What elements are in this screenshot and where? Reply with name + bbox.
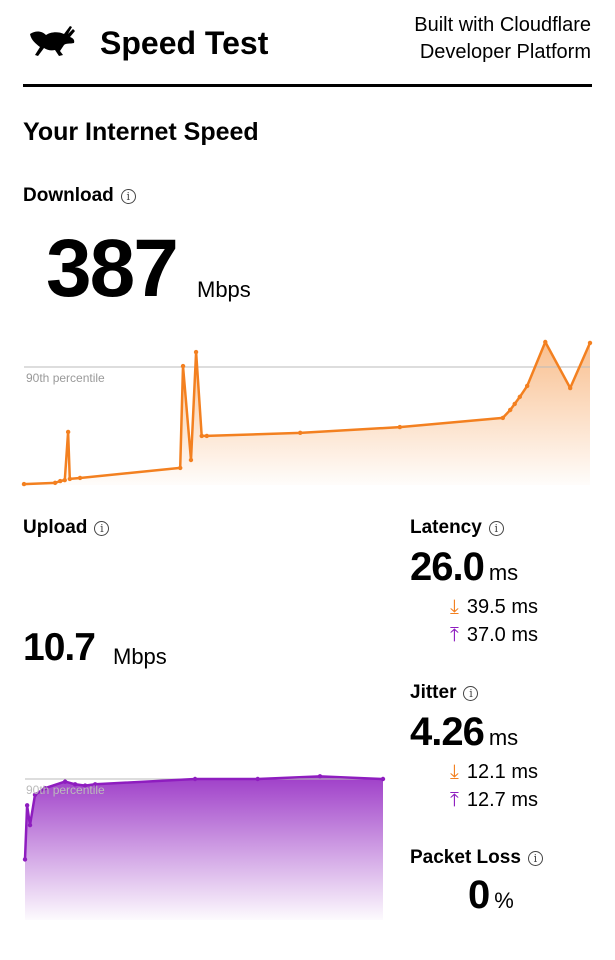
info-icon[interactable]: i (120, 189, 136, 204)
latency-unit: ms (488, 560, 519, 585)
download-chart-point (180, 363, 186, 369)
info-icon[interactable]: i (527, 851, 543, 866)
download-chart-point (204, 433, 210, 439)
info-icon[interactable]: i (463, 686, 479, 701)
download-chart-point (587, 340, 593, 346)
download-chart-point (77, 475, 83, 481)
packet-loss-label: Packet Loss (410, 847, 521, 868)
download-value: 387 (46, 223, 179, 314)
download-chart-point (65, 429, 71, 435)
upload-icon: ⤒ (450, 789, 459, 811)
download-percentile-label: 90th percentile (26, 371, 105, 385)
download-chart-point (62, 477, 67, 483)
download-chart-point (517, 394, 523, 400)
download-chart-point (199, 433, 204, 439)
download-chart-point (543, 339, 548, 345)
download-icon: ⤓ (450, 596, 459, 618)
download-chart-point (21, 481, 27, 487)
download-chart-area (24, 342, 590, 485)
built-with-link[interactable]: Built with Cloudflare Developer Platform (414, 12, 591, 66)
upload-chart-point (255, 776, 260, 782)
upload-chart-point (22, 857, 28, 862)
download-chart-point (512, 401, 517, 407)
upload-chart-point (317, 774, 323, 779)
latency-up: 37.0 ms (466, 624, 538, 646)
info-icon[interactable]: i (488, 521, 504, 536)
upload-chart-area (25, 776, 383, 920)
download-chart-point (58, 478, 63, 484)
download-label-text: Download (23, 185, 114, 206)
built-line-1: Built with Cloudflare (414, 14, 591, 36)
header-divider (23, 84, 592, 87)
download-chart-point (188, 457, 194, 463)
jitter-unit: ms (488, 725, 519, 750)
download-chart-point (298, 430, 303, 436)
jitter-label: Jitter (410, 682, 457, 703)
upload-chart-point (92, 782, 98, 787)
upload-chart-point (24, 803, 30, 808)
download-chart-point (397, 424, 403, 430)
latency-block: Latency i 26.0 ms ⤓ 39.5 ms ⤒ 37.0 ms (410, 517, 538, 647)
upload-unit: Mbps (113, 644, 167, 669)
built-line-2: Developer Platform (419, 41, 591, 63)
latency-value: 26.0 (410, 545, 485, 589)
upload-chart-point (380, 776, 386, 782)
app-title: Speed Test (100, 25, 269, 61)
download-icon: ⤓ (450, 761, 459, 783)
latency-label: Latency (410, 517, 482, 538)
upload-chart-point (27, 822, 33, 828)
jitter-down: 12.1 ms (466, 761, 538, 783)
rabbit-logo (30, 26, 75, 56)
info-icon[interactable]: i (94, 521, 110, 536)
packet-loss-value: 0 (468, 873, 490, 917)
download-chart-point (524, 383, 530, 389)
upload-chart-point (42, 786, 48, 791)
download-chart-point (567, 385, 573, 391)
download-chart-point (500, 415, 506, 421)
packet-loss-block: Packet Loss i 0% (410, 847, 543, 918)
upload-chart-point (72, 782, 78, 787)
upload-value: 10.7 (23, 626, 96, 669)
packet-loss-unit: % (494, 888, 514, 913)
upload-chart-point (62, 779, 68, 784)
latency-down: 39.5 ms (466, 596, 538, 618)
jitter-block: Jitter i 4.26 ms ⤓ 12.1 ms ⤒ 12.7 ms (410, 682, 538, 812)
upload-label: Upload i (23, 517, 110, 539)
download-chart-point (52, 480, 58, 486)
upload-percentile-label: 90th percentile (26, 783, 105, 797)
download-chart-point (178, 465, 183, 471)
jitter-value: 4.26 (410, 710, 485, 754)
download-label: Download i (23, 185, 136, 207)
upload-chart-point (192, 776, 198, 782)
download-chart-point (507, 407, 513, 413)
section-title: Your Internet Speed (23, 118, 259, 146)
jitter-up: 12.7 ms (466, 789, 538, 811)
download-chart-point (193, 349, 199, 355)
upload-chart-point (32, 792, 38, 798)
upload-chart-point (82, 783, 88, 788)
download-unit: Mbps (197, 277, 251, 302)
upload-icon: ⤒ (450, 624, 459, 646)
upload-label-text: Upload (23, 517, 88, 538)
download-chart-point (67, 476, 73, 482)
